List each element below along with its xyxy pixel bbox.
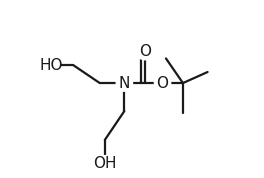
Text: O: O <box>139 44 151 59</box>
Text: N: N <box>119 75 130 91</box>
Circle shape <box>136 43 153 60</box>
Circle shape <box>116 75 133 91</box>
Text: OH: OH <box>93 156 117 171</box>
Circle shape <box>43 57 59 73</box>
Text: HO: HO <box>40 58 63 73</box>
Text: O: O <box>157 75 169 91</box>
Circle shape <box>154 75 171 91</box>
Circle shape <box>97 156 113 172</box>
